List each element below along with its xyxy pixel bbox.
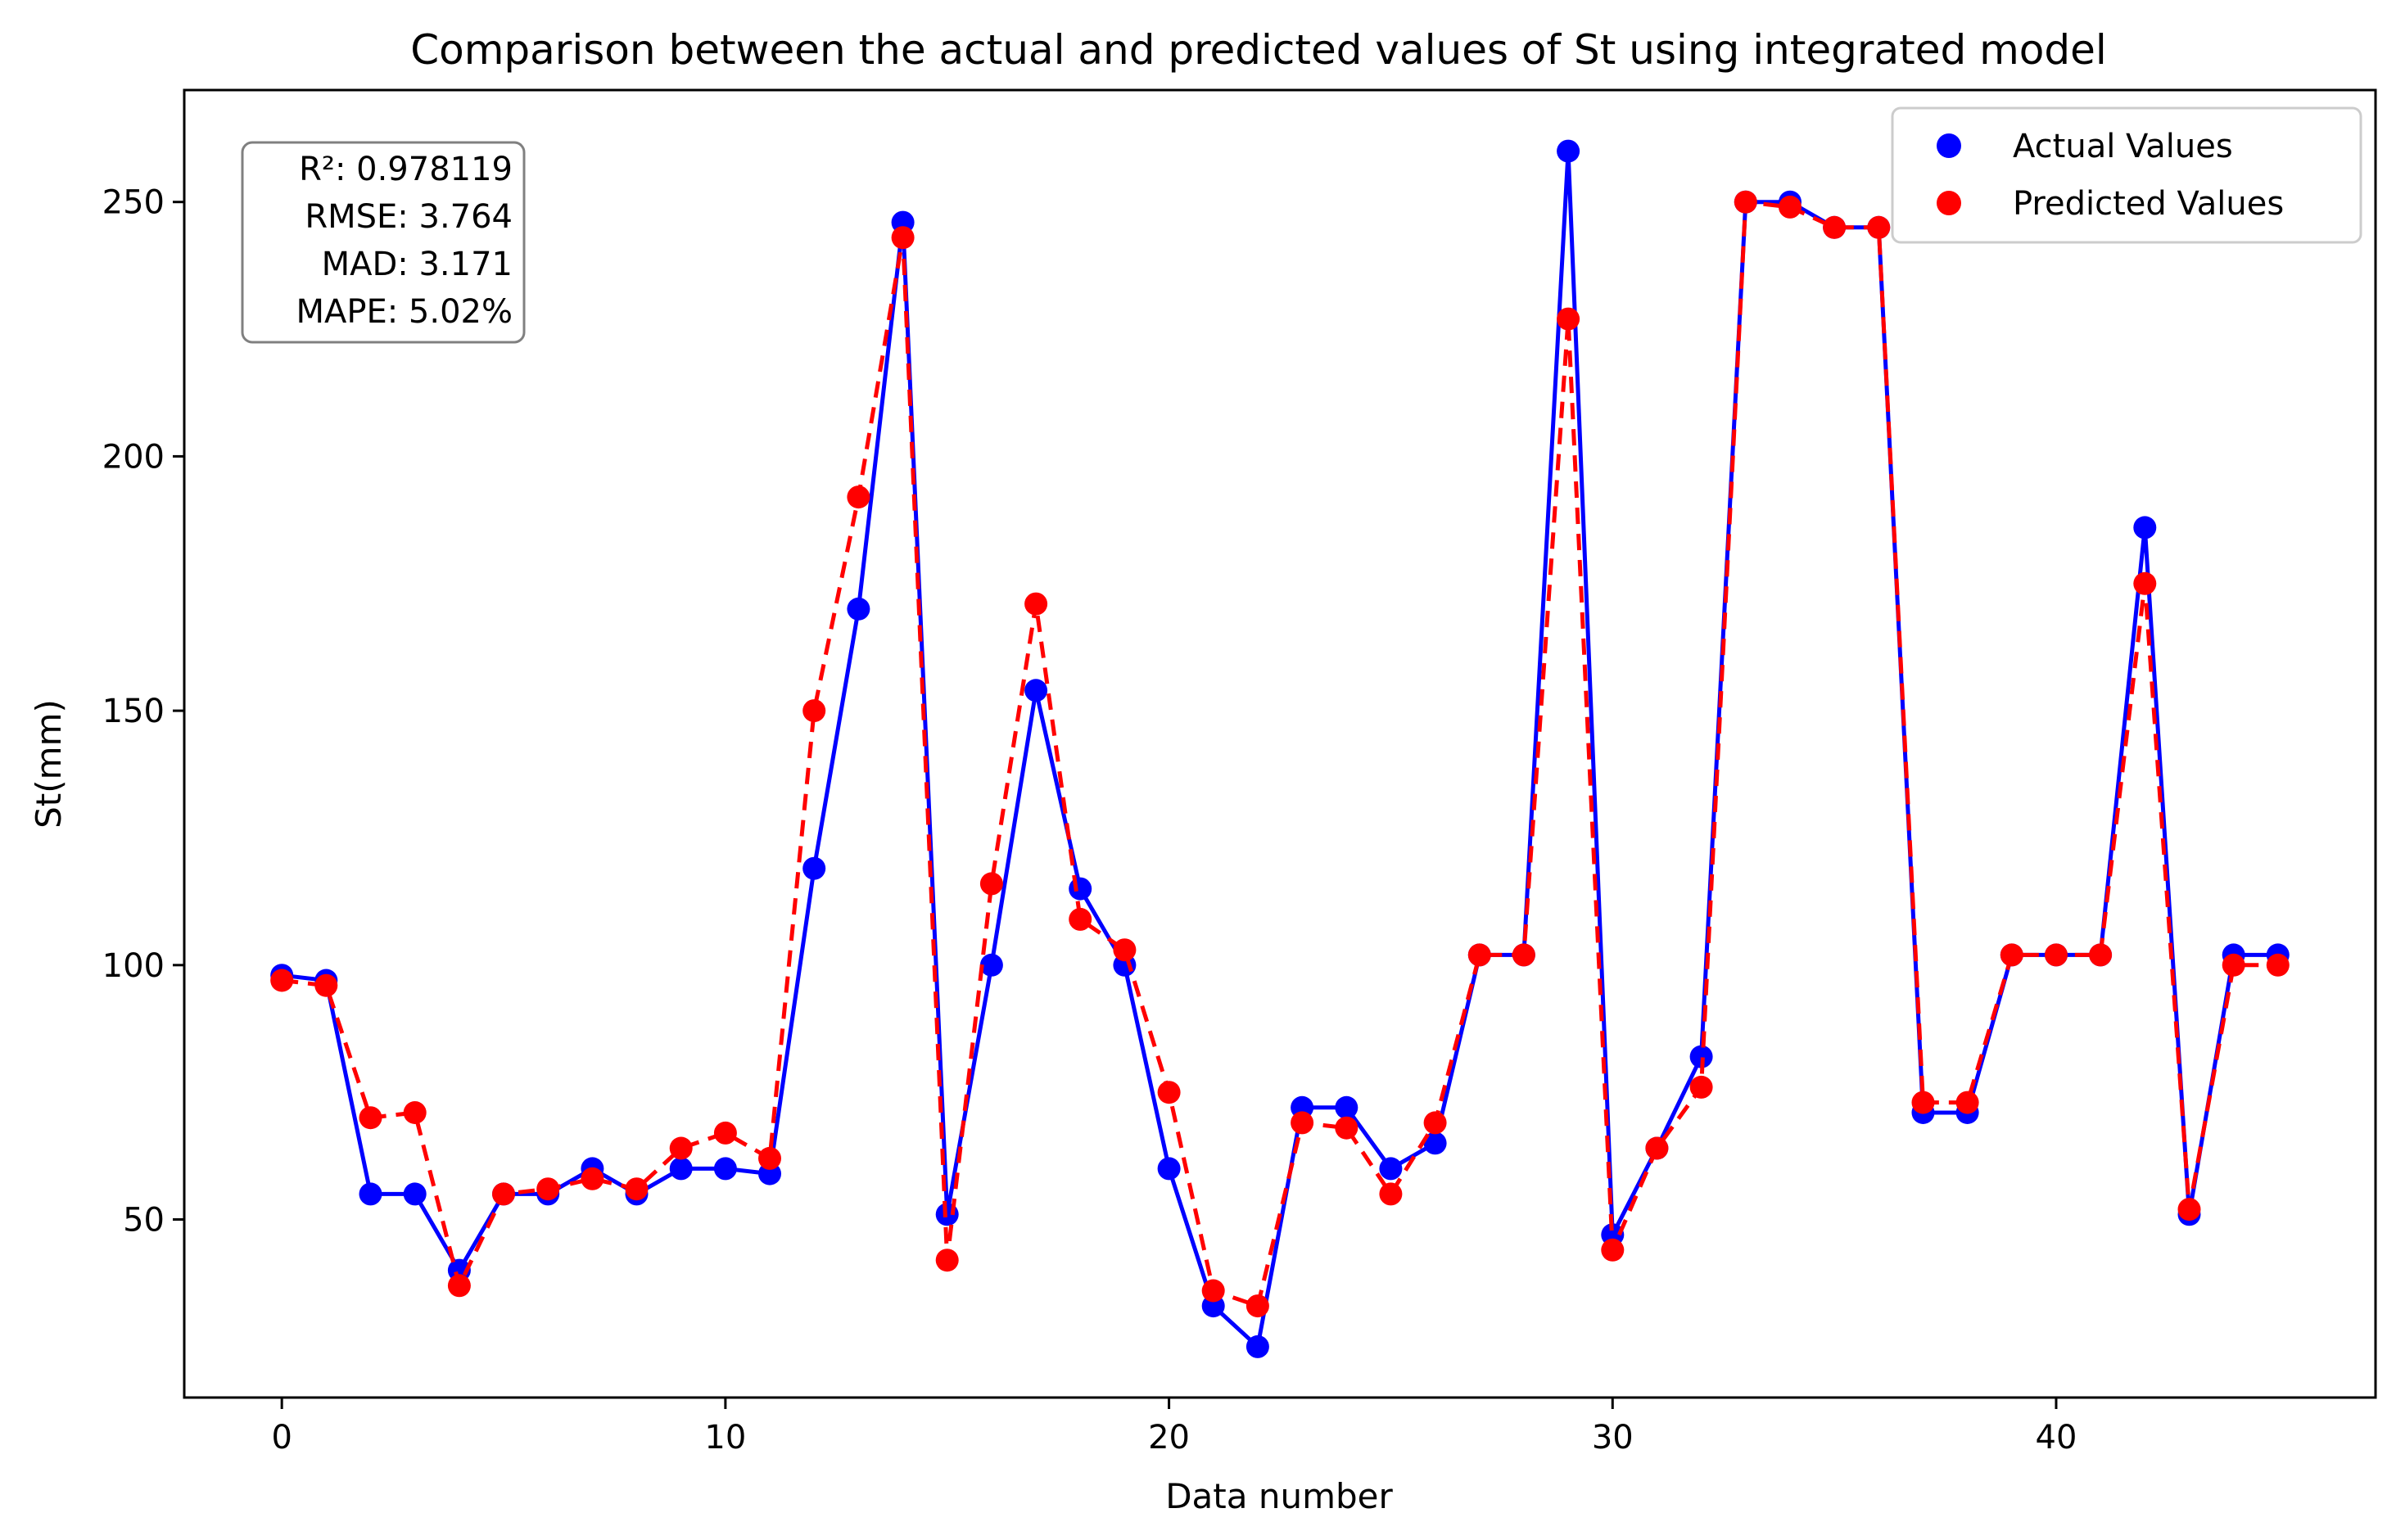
stats-box-frame	[241, 141, 526, 344]
y-axis-title: St(mm)	[29, 699, 69, 829]
y-tick-label: 100	[102, 947, 165, 985]
data-point-actual	[403, 1182, 427, 1206]
data-point-actual	[359, 1182, 382, 1206]
x-tick-label: 10	[704, 1419, 746, 1456]
data-point-predicted	[1201, 1279, 1225, 1303]
data-point-predicted	[2089, 943, 2113, 967]
data-point-predicted	[1423, 1111, 1447, 1135]
data-point-predicted	[625, 1177, 649, 1201]
data-point-predicted	[1557, 307, 1580, 331]
data-point-predicted	[1867, 215, 1891, 239]
data-point-predicted	[1245, 1294, 1269, 1318]
data-point-predicted	[581, 1167, 604, 1190]
data-point-predicted	[1291, 1111, 1314, 1135]
data-point-actual	[1069, 877, 1092, 901]
stats-mape: MAPE: 5.02%	[296, 293, 513, 331]
y-tick-label: 150	[102, 693, 165, 730]
legend: Actual Values Predicted Values	[1891, 106, 2362, 244]
data-point-actual	[979, 953, 1003, 977]
data-point-predicted	[1335, 1116, 1358, 1140]
plot-frame	[183, 88, 2377, 1399]
data-point-actual	[1379, 1157, 1403, 1181]
data-point-predicted	[1467, 943, 1491, 967]
data-point-actual	[1157, 1157, 1181, 1181]
data-point-predicted	[1157, 1081, 1181, 1104]
data-point-predicted	[1955, 1091, 1979, 1114]
data-point-actual	[1557, 139, 1580, 163]
legend-label-actual: Actual Values	[2013, 128, 2233, 165]
legend-marker-predicted	[1937, 191, 1961, 215]
data-point-predicted	[1512, 943, 1535, 967]
data-point-actual	[847, 597, 870, 621]
data-point-actual	[2133, 516, 2157, 540]
data-point-actual	[669, 1157, 693, 1181]
y-tick-label: 200	[102, 438, 165, 476]
data-point-predicted	[1645, 1136, 1669, 1160]
x-axis-title: Data number	[1165, 1476, 1393, 1516]
data-point-predicted	[447, 1274, 471, 1298]
data-point-predicted	[403, 1101, 427, 1124]
x-tick-label: 20	[1148, 1419, 1190, 1456]
y-tick-label: 50	[123, 1202, 165, 1240]
x-tick-label: 0	[271, 1419, 292, 1456]
data-point-predicted	[1823, 215, 1847, 239]
data-point-actual	[1024, 679, 1048, 702]
stats-rmse: RMSE: 3.764	[305, 198, 513, 236]
data-point-actual	[1423, 1131, 1447, 1155]
data-point-predicted	[979, 872, 1003, 896]
data-point-predicted	[1779, 195, 1802, 219]
data-point-predicted	[2266, 953, 2290, 977]
data-point-predicted	[758, 1146, 781, 1170]
data-point-predicted	[270, 969, 294, 992]
stats-mad: MAD: 3.171	[322, 246, 513, 283]
data-point-actual	[713, 1157, 737, 1181]
data-point-predicted	[2045, 943, 2068, 967]
chart-title: Comparison between the actual and predic…	[410, 26, 2107, 74]
data-point-predicted	[2222, 953, 2245, 977]
data-point-actual	[1335, 1095, 1358, 1119]
data-point-predicted	[1024, 592, 1048, 616]
data-point-predicted	[713, 1121, 737, 1145]
data-point-predicted	[2000, 943, 2023, 967]
data-point-predicted	[1689, 1075, 1713, 1099]
data-point-predicted	[1911, 1091, 1935, 1114]
x-tick-label: 30	[1592, 1419, 1634, 1456]
data-point-predicted	[492, 1182, 515, 1206]
data-point-predicted	[669, 1136, 693, 1160]
data-point-predicted	[2177, 1198, 2201, 1222]
data-point-predicted	[802, 699, 826, 723]
y-tick-label: 250	[102, 184, 165, 222]
legend-marker-actual	[1937, 133, 1961, 158]
data-point-predicted	[1601, 1238, 1625, 1262]
data-point-predicted	[935, 1249, 959, 1272]
series-line-actual	[281, 149, 2278, 1349]
data-point-predicted	[536, 1177, 560, 1201]
data-point-predicted	[1113, 938, 1137, 962]
data-point-actual	[802, 856, 826, 880]
data-point-predicted	[1734, 190, 1757, 214]
stats-r2: R²: 0.978119	[299, 151, 513, 188]
stats-box: R²: 0.978119 RMSE: 3.764 MAD: 3.171 MAPE…	[241, 141, 526, 344]
data-point-predicted	[891, 226, 915, 250]
data-point-predicted	[2133, 571, 2157, 595]
series-line-predicted	[281, 200, 2278, 1308]
data-point-predicted	[1069, 907, 1092, 931]
data-point-actual	[1689, 1045, 1713, 1068]
data-point-predicted	[359, 1106, 382, 1130]
x-tick-label: 40	[2036, 1419, 2077, 1456]
data-point-predicted	[847, 485, 870, 509]
data-point-actual	[1245, 1335, 1269, 1358]
legend-frame	[1891, 106, 2362, 244]
data-point-predicted	[1379, 1182, 1403, 1206]
data-point-predicted	[314, 973, 338, 997]
legend-label-predicted: Predicted Values	[2013, 185, 2284, 223]
